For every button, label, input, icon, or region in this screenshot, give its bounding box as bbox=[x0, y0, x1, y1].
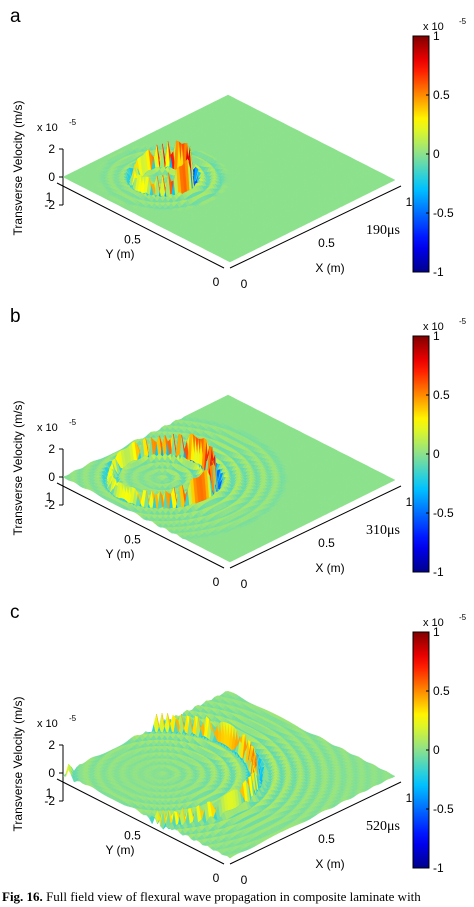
y-tick-label: 0 bbox=[213, 275, 220, 289]
y-tick-label: 1 bbox=[46, 786, 53, 800]
x-axis-line bbox=[229, 485, 402, 569]
colorbar-exponent-power: -5 bbox=[459, 17, 467, 26]
colorbar-tick-label: 0.5 bbox=[433, 684, 450, 698]
z-exponent-power: -5 bbox=[69, 418, 77, 427]
colorbar-tick-label: 0.5 bbox=[433, 388, 450, 402]
z-axis-label: Transverse Velocity (m/s) bbox=[11, 101, 25, 236]
panel-b: b 0 0.5 1 0 0.5 1 X (m) Y (m) 2 0 -2 x 10 -5 Transvers… bbox=[0, 300, 474, 593]
y-axis-line bbox=[56, 482, 225, 569]
figure-caption: Fig. 16. Full field view of flexural wav… bbox=[2, 889, 472, 907]
z-tick-label: 2 bbox=[48, 738, 55, 752]
x-tick-label: 1 bbox=[406, 495, 413, 509]
x-axis-label: X (m) bbox=[315, 561, 344, 575]
colorbar-tick-label: -1 bbox=[433, 861, 444, 875]
colorbar-tick-label: 0 bbox=[433, 447, 440, 461]
z-exponent: x 10 bbox=[37, 122, 58, 134]
colorbar-exponent-power: -5 bbox=[459, 317, 467, 326]
time-annotation: 190μs bbox=[366, 223, 400, 238]
colorbar-tick-label: 0.5 bbox=[433, 88, 450, 102]
colorbar-tick-label: 1 bbox=[433, 29, 440, 43]
z-axis-label: Transverse Velocity (m/s) bbox=[11, 697, 25, 832]
y-tick-label: 1 bbox=[46, 190, 53, 204]
z-tick-label: 2 bbox=[48, 442, 55, 456]
x-axis-line bbox=[229, 781, 402, 865]
y-tick-label: 0.5 bbox=[124, 233, 141, 247]
y-tick-label: 0 bbox=[213, 871, 220, 885]
chart-svg: c 0 0.5 1 0 0.5 1 X (m) Y (m) 2 0 -2 x 10 -5 Transvers… bbox=[10, 602, 467, 887]
y-tick-label: 0 bbox=[213, 575, 220, 589]
z-tick-label: -2 bbox=[44, 794, 55, 808]
colorbar-tick-label: -1 bbox=[433, 265, 444, 279]
colorbar-tick-label: 0 bbox=[433, 147, 440, 161]
z-exponent-power: -5 bbox=[69, 118, 77, 127]
x-tick-label: 1 bbox=[406, 195, 413, 209]
x-tick-label: 1 bbox=[406, 791, 413, 805]
colorbar-exponent-power: -5 bbox=[459, 613, 467, 622]
panel-a: a 0 0.5 1 0 0.5 1 X (m) Y (m) 2 0 -2 x 10 -5 Transvers… bbox=[0, 0, 474, 293]
colorbar-exponent: x 10 bbox=[423, 321, 444, 333]
caption-text: Full field view of flexural wave propaga… bbox=[46, 889, 421, 904]
panel-c: c 0 0.5 1 0 0.5 1 X (m) Y (m) 2 0 -2 x 10 -5 Transvers… bbox=[0, 596, 474, 889]
colorbar-tick-label: -0.5 bbox=[433, 206, 454, 220]
y-tick-label: 1 bbox=[46, 490, 53, 504]
colorbar-tick-label: -0.5 bbox=[433, 506, 454, 520]
y-axis-line bbox=[56, 182, 225, 269]
x-tick-label: 0.5 bbox=[318, 832, 335, 846]
z-exponent: x 10 bbox=[37, 422, 58, 434]
z-axis-label: Transverse Velocity (m/s) bbox=[11, 401, 25, 536]
colorbar-tick-label: -1 bbox=[433, 565, 444, 579]
colorbar-tick-label: -0.5 bbox=[433, 802, 454, 816]
colorbar-tick-label: 1 bbox=[433, 329, 440, 343]
y-axis-line bbox=[56, 778, 225, 865]
x-tick-label: 0 bbox=[241, 577, 248, 591]
panel-label: c bbox=[10, 602, 20, 623]
x-tick-label: 0.5 bbox=[318, 236, 335, 250]
x-axis-label: X (m) bbox=[315, 261, 344, 275]
z-tick-label: 0 bbox=[48, 766, 55, 780]
colorbar-exponent: x 10 bbox=[423, 617, 444, 629]
colorbar-tick-label: 0 bbox=[433, 743, 440, 757]
colorbar-tick-label: 1 bbox=[433, 625, 440, 639]
z-tick-label: 0 bbox=[48, 170, 55, 184]
surface bbox=[62, 394, 396, 563]
z-exponent-power: -5 bbox=[69, 714, 77, 723]
colorbar-exponent: x 10 bbox=[423, 21, 444, 33]
y-axis-label: Y (m) bbox=[105, 247, 134, 261]
x-axis-line bbox=[229, 185, 402, 269]
x-axis-label: X (m) bbox=[315, 857, 344, 871]
panel-label: b bbox=[10, 306, 21, 327]
z-tick-label: 0 bbox=[48, 470, 55, 484]
y-axis-label: Y (m) bbox=[105, 547, 134, 561]
x-tick-label: 0 bbox=[241, 277, 248, 291]
caption-label: Fig. 16. bbox=[2, 889, 43, 904]
time-annotation: 520μs bbox=[366, 819, 400, 834]
z-tick-label: -2 bbox=[44, 498, 55, 512]
panel-label: a bbox=[10, 6, 21, 27]
x-tick-label: 0.5 bbox=[318, 536, 335, 550]
z-tick-label: -2 bbox=[44, 198, 55, 212]
z-tick-label: 2 bbox=[48, 142, 55, 156]
time-annotation: 310μs bbox=[366, 523, 400, 538]
y-axis-label: Y (m) bbox=[105, 843, 134, 857]
chart-svg: b 0 0.5 1 0 0.5 1 X (m) Y (m) 2 0 -2 x 10 -5 Transvers… bbox=[10, 306, 467, 591]
x-tick-label: 0 bbox=[241, 873, 248, 887]
chart-svg: a 0 0.5 1 0 0.5 1 X (m) Y (m) 2 0 -2 x 10 -5 Transvers… bbox=[10, 6, 467, 291]
z-exponent: x 10 bbox=[37, 718, 58, 730]
y-tick-label: 0.5 bbox=[124, 533, 141, 547]
surface bbox=[62, 94, 396, 263]
y-tick-label: 0.5 bbox=[124, 829, 141, 843]
surface bbox=[62, 690, 396, 859]
